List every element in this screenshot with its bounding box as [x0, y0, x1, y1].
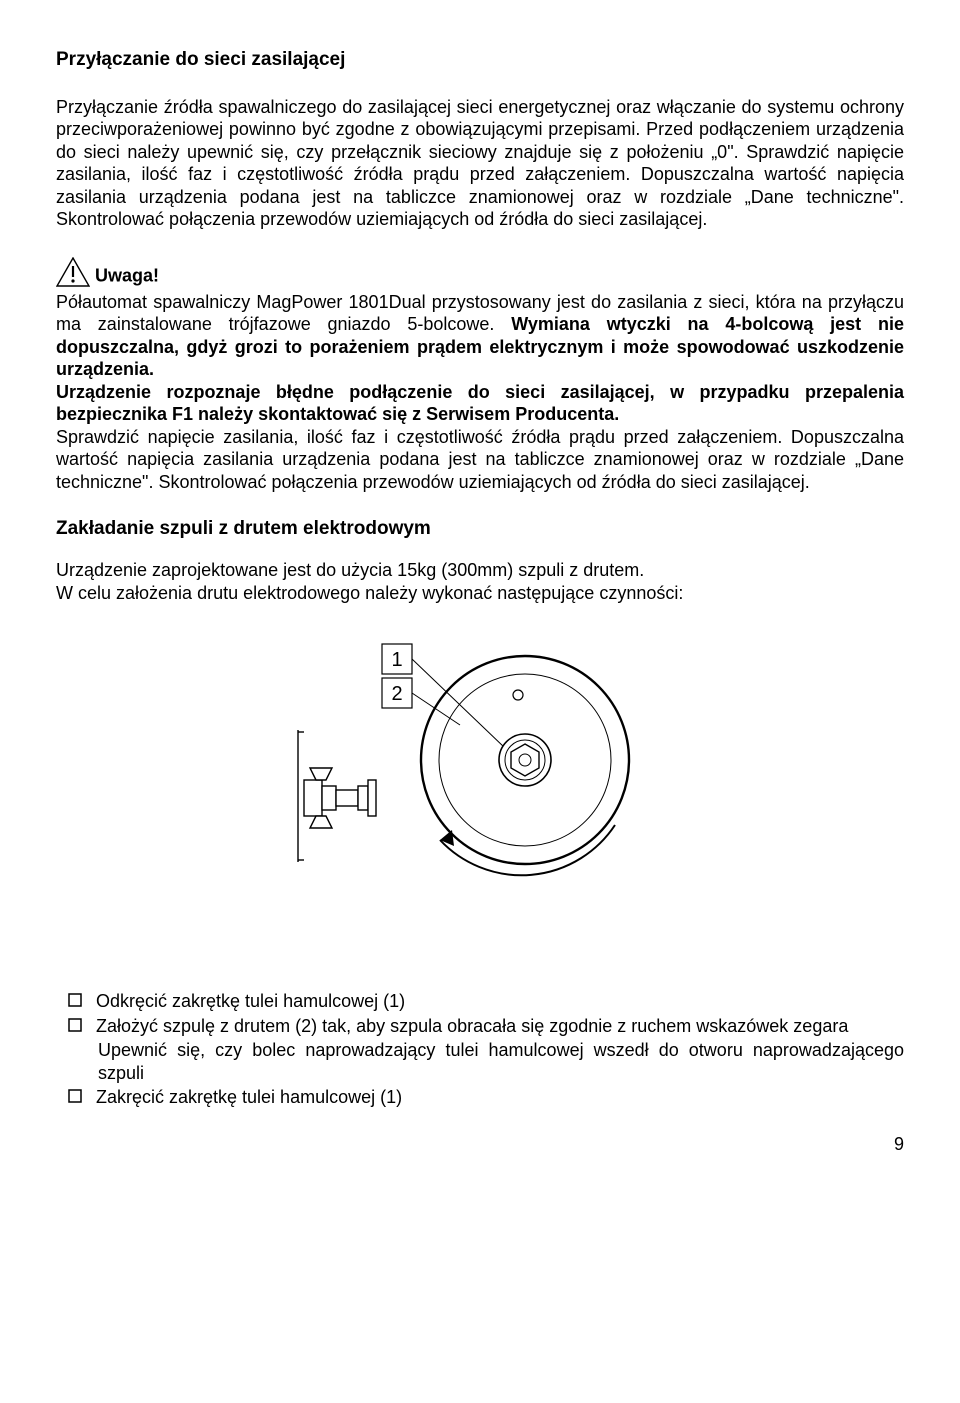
page-number: 9	[56, 1133, 904, 1156]
section2-title: Zakładanie szpuli z drutem elektrodowym	[56, 517, 904, 541]
steps-list: Odkręcić zakrętkę tulei hamulcowej (1) Z…	[68, 990, 904, 1109]
attention-row: Uwaga!	[56, 257, 904, 287]
section1-body: Przyłączanie źródła spawalniczego do zas…	[56, 96, 904, 231]
bullet-1-text: Odkręcić zakrętkę tulei hamulcowej (1)	[96, 990, 904, 1013]
spool-figure: 1 2	[56, 630, 904, 900]
callout-2: 2	[382, 678, 412, 708]
attention-paragraph-3: Sprawdzić napięcie zasilania, ilość faz …	[56, 426, 904, 494]
list-item: Założyć szpulę z drutem (2) tak, aby szp…	[68, 1015, 904, 1038]
attention-label: Uwaga!	[95, 265, 159, 285]
callout-1: 1	[382, 644, 412, 674]
checkbox-empty-icon	[68, 1089, 82, 1103]
section2-intro-1: Urządzenie zaprojektowane jest do użycia…	[56, 559, 904, 582]
section1-title: Przyłączanie do sieci zasilającej	[56, 48, 904, 72]
svg-text:2: 2	[391, 683, 402, 705]
checkbox-empty-icon	[68, 1018, 82, 1032]
list-item: Odkręcić zakrętkę tulei hamulcowej (1)	[68, 990, 904, 1013]
svg-text:1: 1	[391, 649, 402, 671]
bullet-2-text: Założyć szpulę z drutem (2) tak, aby szp…	[96, 1015, 904, 1038]
bracket-icon	[298, 730, 376, 862]
checkbox-empty-icon	[68, 993, 82, 1007]
attention-paragraph-1: Półautomat spawalniczy MagPower 1801Dual…	[56, 291, 904, 381]
bullet-2-sub-text: Upewnić się, czy bolec naprowadzający tu…	[98, 1039, 904, 1084]
list-subitem: Upewnić się, czy bolec naprowadzający tu…	[98, 1039, 904, 1084]
list-item: Zakręcić zakrętkę tulei hamulcowej (1)	[68, 1086, 904, 1109]
attention-paragraph-2: Urządzenie rozpoznaje błędne podłączenie…	[56, 381, 904, 426]
warning-triangle-icon	[56, 265, 95, 285]
bullet-3-text: Zakręcić zakrętkę tulei hamulcowej (1)	[96, 1086, 904, 1109]
section2-intro-2: W celu założenia drutu elektrodowego nal…	[56, 582, 904, 605]
